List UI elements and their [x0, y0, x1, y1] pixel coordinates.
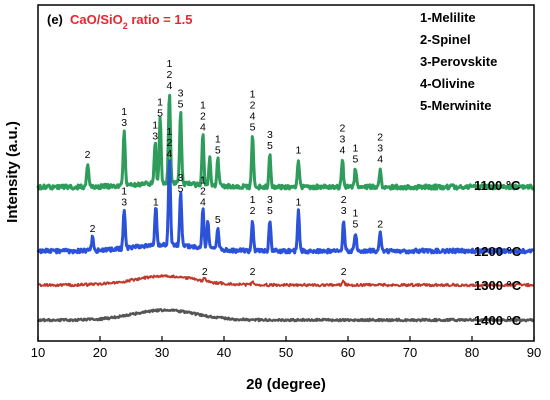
legend-entry-3: 3-Perovskite — [420, 54, 497, 69]
peak-label-1-10: 1 — [295, 196, 301, 208]
x-tick-label-7: 80 — [465, 345, 479, 360]
peak-label-0-0: 2 — [85, 149, 91, 161]
x-tick-label-8: 90 — [527, 345, 541, 360]
series-curve-2 — [37, 274, 535, 288]
temp-label-1400: 1400 °C — [474, 313, 522, 328]
x-tick-label-0: 10 — [31, 345, 45, 360]
subtitle-subscript: 2 — [123, 21, 128, 31]
chart-subtitle: CaO/SiO2 ratio = 1.5 — [70, 12, 192, 31]
legend: 1-Melilite 2-Spinel 3-Perovskite 4-Olivi… — [420, 10, 497, 113]
legend-entry-1: 1-Melilite — [420, 10, 476, 25]
y-axis-title: Intensity (a.u.) — [4, 121, 21, 223]
series-curve-0 — [36, 93, 535, 191]
peak-label-1-0: 2 — [90, 223, 96, 235]
x-tick-label-2: 30 — [155, 345, 169, 360]
subtitle-suffix: ratio = 1.5 — [128, 12, 193, 27]
peak-labels-layer: 21 3 1 31 51 2 43 5 1 2 41 51 2 4 53 5 12 3 4 1 52 3 421 3 11 2 43… — [85, 58, 384, 278]
series-curve-1 — [36, 159, 535, 255]
peak-label-2-0: 2 — [202, 266, 208, 278]
legend-entry-2: 2-Spinel — [420, 32, 471, 47]
curves-layer — [36, 93, 535, 323]
temperature-labels: 1100 °C 1200 °C 1300 °C 1400 °C — [474, 178, 522, 328]
peak-label-1-7: 5 — [215, 214, 221, 226]
peak-label-2-2: 2 — [341, 266, 347, 278]
x-axis-title: 2θ (degree) — [246, 376, 326, 393]
x-tick-label-1: 20 — [93, 345, 107, 360]
temp-label-1200: 1200 °C — [474, 244, 522, 259]
x-tick-label-4: 50 — [279, 345, 293, 360]
legend-entry-5: 5-Merwinite — [420, 98, 492, 113]
temp-label-1300: 1300 °C — [474, 278, 522, 293]
x-axis-ticks: 10 20 30 40 50 60 70 80 90 — [31, 336, 541, 360]
temp-label-1100: 1100 °C — [474, 178, 521, 193]
legend-entry-4: 4-Olivine — [420, 76, 475, 91]
x-tick-label-6: 70 — [403, 345, 417, 360]
peak-label-1-13: 2 — [377, 218, 383, 230]
x-tick-label-5: 60 — [341, 345, 355, 360]
panel-label: (e) — [47, 12, 63, 27]
peak-label-2-1: 2 — [250, 266, 256, 278]
peak-label-0-11: 1 — [295, 144, 301, 156]
peak-label-1-2: 1 — [153, 196, 159, 208]
series-curve-3 — [36, 308, 535, 323]
x-tick-label-3: 40 — [217, 345, 231, 360]
subtitle-prefix: CaO/SiO — [70, 12, 123, 27]
